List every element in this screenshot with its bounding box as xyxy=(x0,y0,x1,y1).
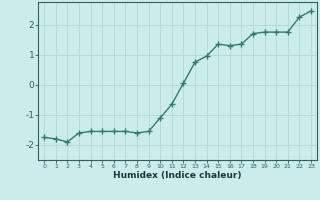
X-axis label: Humidex (Indice chaleur): Humidex (Indice chaleur) xyxy=(113,171,242,180)
